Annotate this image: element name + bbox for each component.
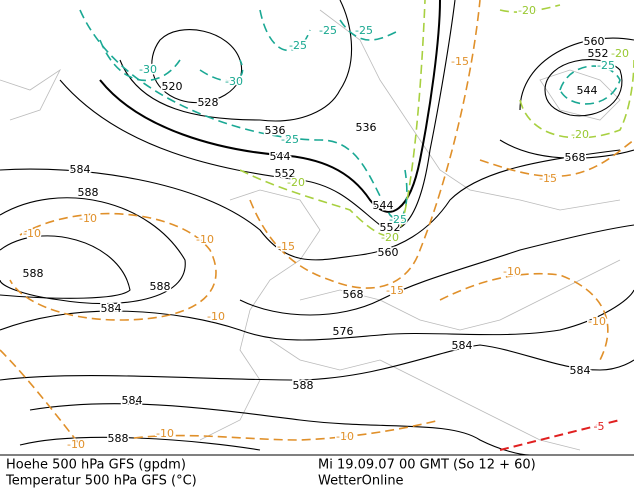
contour-label: -30: [139, 63, 157, 76]
contour-label: 536: [356, 121, 377, 134]
footer-date: Mi 19.09.07 00 GMT (So 12 + 60): [318, 458, 536, 473]
contour-label: -10: [196, 233, 214, 246]
contour-label: -20: [571, 128, 589, 141]
contour-label: -20: [381, 231, 399, 244]
contour-label: 576: [333, 325, 354, 338]
contour-label: 552: [588, 47, 609, 60]
contour-label: -10: [336, 430, 354, 443]
contour-label: -10: [588, 315, 606, 328]
contour-label: -10: [67, 438, 85, 451]
contour-labels: 5205285365445525845885885885845365445525…: [21, 3, 630, 453]
coastlines: [0, 9, 621, 451]
contour-label: -25: [389, 213, 407, 226]
contour-label: 552: [380, 221, 401, 234]
contour-label: 536: [265, 124, 286, 137]
height-contours: [0, 0, 634, 456]
contour-label: 568: [343, 288, 364, 301]
footer-line2: Temperatur 500 hPa GFS (°C): [5, 474, 197, 489]
contour-label: -10: [79, 212, 97, 225]
contour-label: -20: [518, 4, 536, 17]
contour-label: 588: [23, 267, 44, 280]
contour-label: 544: [270, 150, 291, 163]
contour-label: 588: [150, 280, 171, 293]
contour-label: 544: [373, 199, 394, 212]
contour-label: 568: [565, 151, 586, 164]
contour-label: -10: [23, 227, 41, 240]
contour-label: -10: [156, 427, 174, 440]
contour-label: 584: [452, 339, 473, 352]
temperature-contours: [0, 0, 634, 451]
contour-label: -5: [594, 420, 605, 433]
contour-label: 588: [108, 432, 129, 445]
contour-label: 584: [101, 302, 122, 315]
contour-label: 560: [584, 35, 605, 48]
contour-label: -25: [289, 39, 307, 52]
contour-label: -15: [539, 172, 557, 185]
footer-source: WetterOnline: [318, 474, 404, 489]
contour-label: -25: [319, 24, 337, 37]
contour-label: -10: [207, 310, 225, 323]
contour-label: -25: [355, 24, 373, 37]
contour-label: 588: [78, 186, 99, 199]
contour-label: 560: [378, 246, 399, 259]
contour-label: 584: [122, 394, 143, 407]
contour-label: -30: [225, 75, 243, 88]
contour-label: -15: [451, 55, 469, 68]
contour-label: -15: [386, 284, 404, 297]
contour-label: -20: [611, 47, 629, 60]
contour-label: -20: [287, 176, 305, 189]
contour-label: 520: [162, 80, 183, 93]
contour-label: 544: [577, 84, 598, 97]
contour-label: 584: [70, 163, 91, 176]
footer-line1: Hoehe 500 hPa GFS (gpdm): [6, 458, 186, 473]
contour-label: 528: [198, 96, 219, 109]
contour-label: 552: [275, 167, 296, 180]
contour-label: 588: [293, 379, 314, 392]
contour-label: -15: [277, 240, 295, 253]
contour-label: 584: [570, 364, 591, 377]
contour-label: -10: [503, 265, 521, 278]
contour-label: -25: [597, 59, 615, 72]
contour-label: -25: [281, 133, 299, 146]
